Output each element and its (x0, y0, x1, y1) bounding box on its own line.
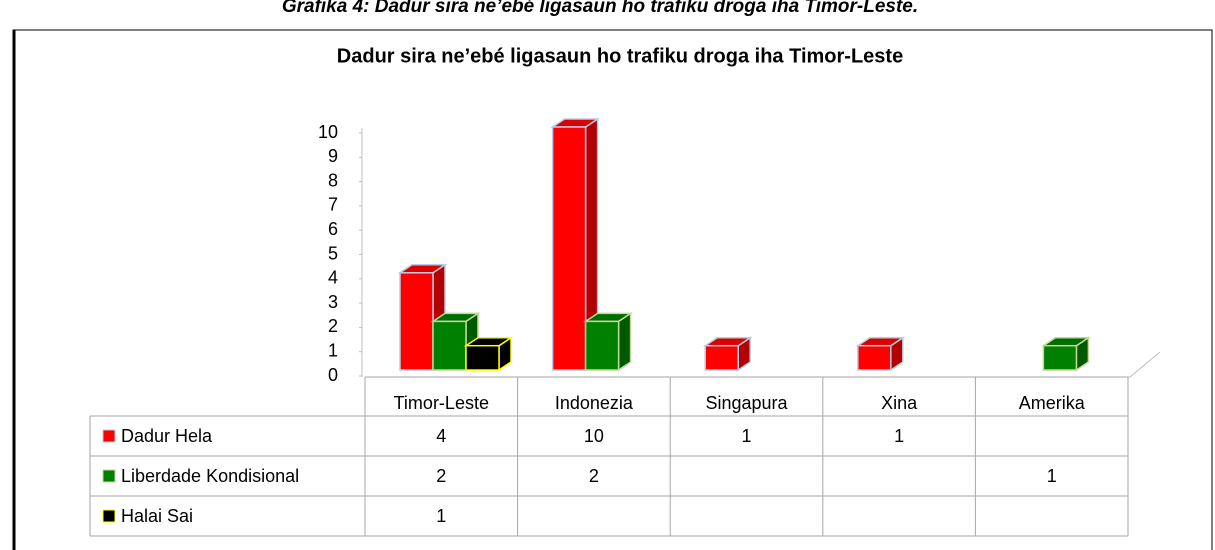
bar-front (704, 344, 739, 371)
legend-key (102, 429, 116, 443)
legend-key (102, 509, 116, 523)
legend-label: Liberdade Kondisional (121, 466, 299, 486)
y-tick-label: 1 (328, 340, 338, 360)
bar-side (617, 311, 632, 372)
x-tick-label: Amerika (1019, 393, 1086, 413)
chart-title: Dadur sira ne’ebé ligasaun ho trafiku dr… (337, 45, 903, 67)
x-tick-label: Xina (881, 393, 918, 413)
y-tick-label: 0 (328, 365, 338, 385)
y-tick-label: 8 (328, 170, 338, 190)
bar (550, 117, 601, 372)
table-value: 1 (894, 426, 904, 446)
table-value: 10 (584, 426, 604, 446)
y-tick-label: 2 (328, 316, 338, 336)
bar-front (1042, 344, 1078, 371)
table-value: 1 (741, 426, 751, 446)
y-tick-label: 7 (328, 195, 338, 215)
bar (855, 336, 906, 372)
bar-front (465, 344, 500, 371)
legend-label: Dadur Hela (121, 426, 213, 446)
y-tick-label: 3 (328, 292, 338, 312)
legend-label: Halai Sai (121, 506, 193, 526)
x-tick-label: Singapura (705, 393, 788, 413)
y-tick-label: 6 (328, 219, 338, 239)
x-tick-label: Timor-Leste (394, 393, 489, 413)
bar (583, 311, 634, 372)
bar-front (584, 320, 620, 371)
y-tick-label: 4 (328, 268, 338, 288)
bar-front (857, 344, 892, 371)
x-tick-label: Indonezia (555, 393, 634, 413)
bar-front (399, 272, 434, 371)
bar (1040, 336, 1091, 372)
caption: Grafika 4: Dadur sira ne’ebé ligasaun ho… (282, 0, 918, 17)
bar-front (551, 126, 587, 371)
table-value: 2 (436, 466, 446, 486)
y-tick-label: 9 (328, 146, 338, 166)
legend-key (102, 469, 116, 483)
bar (463, 336, 514, 372)
y-tick-label: 10 (318, 122, 338, 142)
table-value: 1 (436, 506, 446, 526)
bar-front (432, 320, 467, 371)
y-tick-label: 5 (328, 243, 338, 263)
bar (702, 336, 753, 372)
table-value: 4 (436, 426, 446, 446)
table-value: 1 (1047, 466, 1057, 486)
table-value: 2 (589, 466, 599, 486)
